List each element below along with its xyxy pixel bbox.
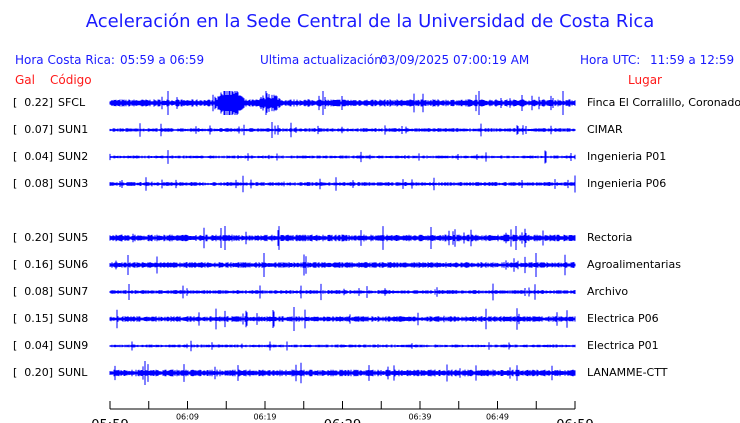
station-gal: [ 0.08] <box>13 177 54 190</box>
station-place: Rectoria <box>587 231 633 244</box>
station-place: Ingenieria P06 <box>587 177 667 190</box>
local-time-range: 05:59 a 06:59 <box>120 53 205 67</box>
last-update-value: 03/09/2025 07:00:19 AM <box>380 53 530 67</box>
station-code: SUNL <box>58 366 88 379</box>
station-code: SUN2 <box>58 150 89 163</box>
waveform-trace-SUN3 <box>109 175 576 193</box>
station-gal: [ 0.15] <box>13 312 54 325</box>
waveform-trace-SUN1 <box>109 122 576 138</box>
local-time-label: Hora Costa Rica: <box>15 53 115 67</box>
station-place: CIMAR <box>587 123 623 136</box>
station-gal: [ 0.07] <box>13 123 54 136</box>
waveform-trace-SUN6 <box>109 253 576 277</box>
axis-tick-label: 06:59 <box>556 418 593 423</box>
utc-time-range: 11:59 a 12:59 <box>650 53 735 67</box>
place-column-header: Lugar <box>628 73 662 87</box>
station-gal: [ 0.08] <box>13 285 54 298</box>
page-title: Aceleración en la Sede Central de la Uni… <box>85 11 655 32</box>
utc-time-label: Hora UTC: <box>580 53 641 67</box>
waveform-trace-SUN7 <box>109 283 576 301</box>
code-column-header: Código <box>50 73 92 87</box>
station-gal: [ 0.16] <box>13 258 54 271</box>
station-gal: [ 0.20] <box>13 366 54 379</box>
axis-tick-label: 06:49 <box>486 413 509 422</box>
station-place: Ingenieria P01 <box>587 150 667 163</box>
station-code: SUN1 <box>58 123 89 136</box>
station-place: Agroalimentarias <box>587 258 681 271</box>
axis-tick-label: 06:09 <box>176 413 199 422</box>
axis-tick-label: 06:29 <box>324 418 361 423</box>
station-gal: [ 0.04] <box>13 150 54 163</box>
axis-tick-label: 06:19 <box>253 413 276 422</box>
station-gal: [ 0.04] <box>13 339 54 352</box>
waveform-trace-SUN5 <box>109 226 576 250</box>
waveform-trace-SUNL <box>109 361 576 385</box>
station-code: SUN7 <box>58 285 89 298</box>
last-update-label: Ultima actualización: <box>260 53 386 67</box>
station-code: SUN6 <box>58 258 89 271</box>
station-gal: [ 0.20] <box>13 231 54 244</box>
station-code: SUN9 <box>58 339 89 352</box>
station-place: LANAMME-CTT <box>587 366 668 379</box>
station-place: Finca El Corralillo, Coronado <box>587 96 740 109</box>
station-place: Electrica P06 <box>587 312 659 325</box>
waveform-trace-SFCL <box>109 91 576 115</box>
waveform-trace-SUN9 <box>109 340 576 352</box>
station-place: Archivo <box>587 285 629 298</box>
station-gal: [ 0.22] <box>13 96 54 109</box>
axis-tick-label: 06:39 <box>408 413 431 422</box>
waveform-trace-SUN2 <box>109 150 576 164</box>
station-place: Electrica P01 <box>587 339 659 352</box>
station-code: SUN8 <box>58 312 89 325</box>
waveform-trace-SUN8 <box>109 307 576 331</box>
station-code: SUN3 <box>58 177 89 190</box>
station-code: SFCL <box>58 96 86 109</box>
gal-column-header: Gal <box>15 73 35 87</box>
axis-tick-label: 05:59 <box>91 418 128 423</box>
station-code: SUN5 <box>58 231 89 244</box>
